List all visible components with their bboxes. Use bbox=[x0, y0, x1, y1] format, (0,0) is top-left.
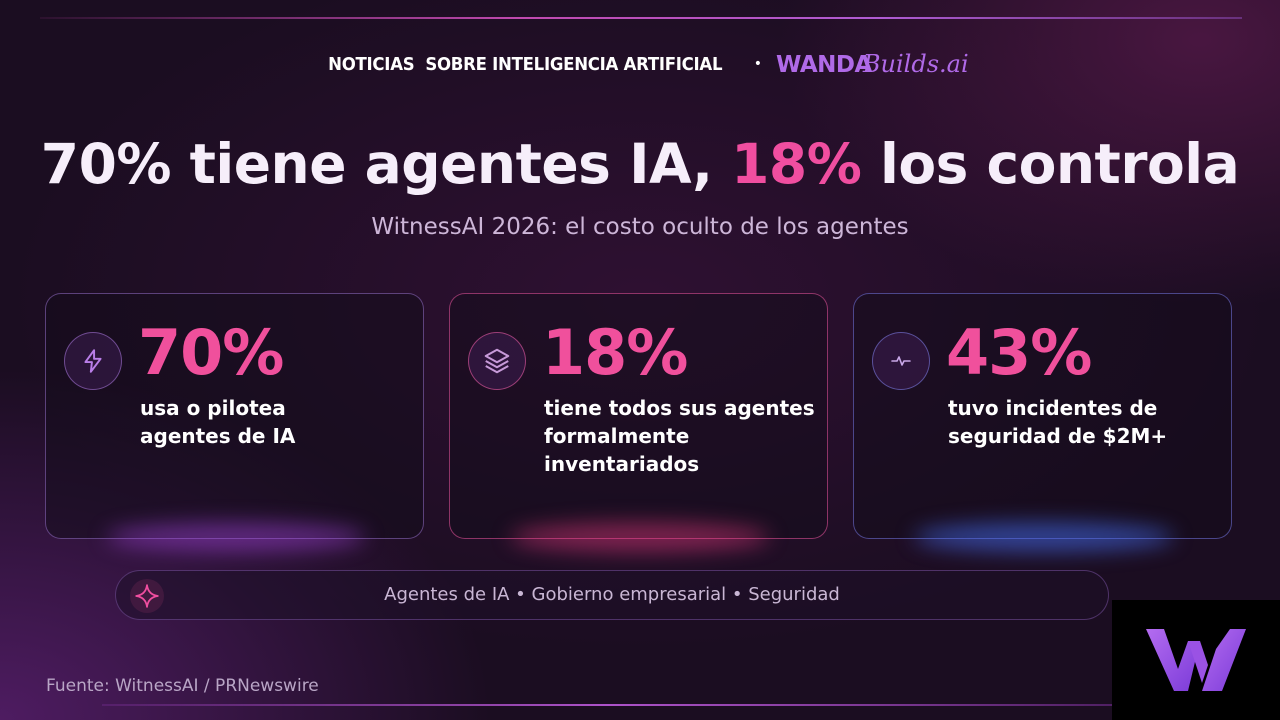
stat-value: 70% bbox=[138, 316, 284, 389]
card-glow bbox=[914, 522, 1174, 552]
pulse-icon bbox=[872, 332, 930, 390]
layers-icon bbox=[468, 332, 526, 390]
stat-value: 43% bbox=[946, 316, 1092, 389]
lightning-icon bbox=[64, 332, 122, 390]
title-part1: 70% tiene agentes IA, bbox=[40, 132, 732, 196]
topic-tags-text: Agentes de IA • Gobierno empresarial • S… bbox=[384, 584, 840, 605]
page-subtitle: WitnessAI 2026: el costo oculto de los a… bbox=[371, 214, 909, 240]
stat-description: tiene todos sus agentes formalmente inve… bbox=[544, 396, 815, 476]
stat-card: 70% usa o pilotea agentes de IA bbox=[45, 293, 424, 552]
page-title: 70% tiene agentes IA, 18% los controla bbox=[0, 132, 1280, 196]
sparkle-icon bbox=[130, 579, 164, 613]
logo-builds-text: Builds.ai bbox=[862, 50, 969, 78]
title-highlight: 18% bbox=[731, 132, 862, 196]
w-logo-icon bbox=[1146, 629, 1246, 691]
stat-description: tuvo incidentes de seguridad de $2M+ bbox=[948, 396, 1168, 448]
header: NOTICIAS SOBRE INTELIGENCIA ARTIFICIAL •… bbox=[0, 46, 1280, 82]
brand-mark bbox=[1112, 600, 1280, 720]
card-glow bbox=[106, 522, 366, 552]
logo-wanda-text: WANDA bbox=[776, 52, 872, 78]
header-separator: • bbox=[753, 56, 763, 72]
stat-card: 18% tiene todos sus agentes formalmente … bbox=[449, 293, 828, 552]
card-glow bbox=[510, 522, 770, 552]
top-divider bbox=[40, 17, 1242, 19]
stat-description: usa o pilotea agentes de IA bbox=[140, 396, 296, 448]
stat-card: 43% tuvo incidentes de seguridad de $2M+ bbox=[853, 293, 1232, 552]
header-label: NOTICIAS SOBRE INTELIGENCIA ARTIFICIAL bbox=[328, 53, 723, 75]
brand-logo: WANDA Builds.ai bbox=[776, 50, 969, 78]
topic-tags-bar: Agentes de IA • Gobierno empresarial • S… bbox=[115, 570, 1109, 620]
source-credit: Fuente: WitnessAI / PRNewswire bbox=[46, 676, 319, 696]
stat-value: 18% bbox=[542, 316, 688, 389]
bottom-divider bbox=[102, 704, 1112, 706]
title-part2: los controla bbox=[861, 132, 1240, 196]
